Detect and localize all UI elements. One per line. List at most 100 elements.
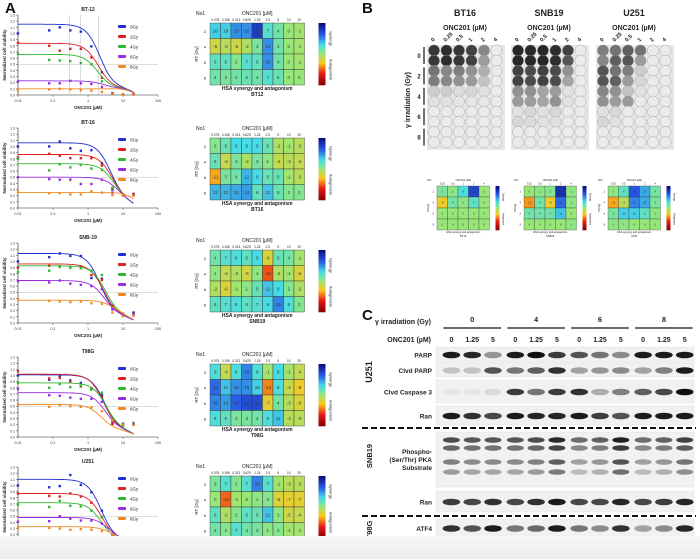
- drug-label: ONC201 (µM): [387, 337, 431, 344]
- blot-band: [463, 412, 482, 420]
- well: [562, 95, 574, 108]
- heatmap-row-label: 2: [204, 482, 207, 487]
- well: [634, 116, 647, 128]
- well: [574, 54, 587, 67]
- heatmap-cell-value: 4: [287, 256, 290, 261]
- blot-band: [463, 351, 482, 359]
- y-tick-label: 1.1: [10, 139, 15, 143]
- well: [465, 44, 478, 57]
- well: [562, 65, 574, 77]
- heatmap-cell-value: 16: [255, 482, 261, 487]
- well: [647, 95, 659, 108]
- x-axis-label: ONC201 (µM): [74, 447, 103, 452]
- data-point: [69, 405, 72, 408]
- data-point: [90, 190, 93, 193]
- data-point: [132, 423, 135, 426]
- well: [453, 126, 465, 138]
- blot-band: [675, 525, 694, 532]
- heatmap-cell-value: -1: [287, 144, 291, 149]
- colorbar-segment: [318, 24, 326, 27]
- data-point: [90, 182, 93, 186]
- heatmap-row-label: 4: [204, 271, 207, 276]
- well: [524, 85, 537, 98]
- mini-heatmap-cell-value: 8: [462, 190, 464, 194]
- heatmap-cell: [293, 410, 305, 427]
- data-point: [16, 80, 20, 83]
- heatmap-cell-value: 8: [266, 416, 269, 421]
- mini-colorbar-segment: [666, 210, 671, 213]
- data-point: [16, 270, 20, 274]
- colorbar-segment: [318, 64, 326, 67]
- heatmap-cell-value: 4: [277, 60, 280, 65]
- blot-band: [655, 445, 673, 451]
- y-tick-label: 0.2: [10, 81, 15, 85]
- mini-colorbar-segment: [666, 218, 671, 221]
- y-axis-label: Normalized cell viability: [2, 371, 7, 423]
- blot-band: [548, 469, 566, 475]
- blot-band: [570, 525, 588, 532]
- heatmap-cell-value: -1: [287, 271, 291, 276]
- legend-swatch: [118, 273, 126, 276]
- data-point: [79, 384, 83, 388]
- mini-colorbar-segment: [582, 202, 587, 204]
- heatmap-cell-value: 6: [245, 256, 248, 261]
- legend-swatch: [118, 293, 126, 296]
- data-point: [58, 376, 61, 380]
- heatmap-cell-value: -1: [287, 175, 291, 180]
- mini-colorbar-segment: [582, 193, 587, 196]
- mini-colorbar-segment: [582, 191, 587, 194]
- mini-heatmap-corner: No1: [514, 179, 519, 182]
- legend-label: 0Gy: [130, 367, 139, 372]
- dose-label: 1.25: [529, 337, 543, 344]
- dose-response-plot: U2510.00.10.20.30.40.50.60.70.80.91.01.1…: [2, 459, 161, 559]
- heatmap-column-label: 0.313: [232, 471, 240, 475]
- legend-swatch: [118, 253, 126, 256]
- colorbar-segment: [318, 192, 326, 195]
- data-point: [58, 279, 61, 282]
- mini-heatmap-y-title: RT [Gy]: [514, 203, 517, 212]
- well: [549, 44, 562, 57]
- mini-colorbar-segment: [666, 202, 671, 204]
- colorbar-segment: [318, 155, 326, 157]
- colorbar-segment: [318, 33, 326, 36]
- colorbar-segment: [318, 390, 326, 393]
- mini-heatmap-cell-value: 0: [528, 223, 530, 227]
- mini-heatmap-cell-value: 10: [633, 212, 637, 216]
- fit-curve: [18, 280, 134, 321]
- heatmap-cell-value: 4: [277, 401, 280, 406]
- y-tick-label: 0.0: [10, 436, 15, 440]
- data-point: [16, 156, 20, 159]
- data-point: [132, 314, 135, 317]
- well: [597, 105, 609, 118]
- data-point: [90, 63, 93, 66]
- heatmap-row-label: 4: [204, 497, 207, 502]
- data-point: [111, 186, 114, 189]
- legend-label: 6Gy: [130, 55, 139, 60]
- well: [537, 95, 549, 108]
- colorbar-bottom-label: Antagonism: [329, 512, 334, 534]
- blot-band: [634, 469, 652, 475]
- well: [512, 44, 524, 57]
- colorbar-segment: [318, 61, 326, 64]
- heatmap-column-label: 5: [277, 471, 279, 475]
- data-point: [111, 308, 114, 311]
- data-point: [100, 278, 104, 282]
- heatmap-cell-value: 7: [224, 302, 227, 307]
- blot-band: [527, 367, 545, 374]
- colorbar-segment: [318, 402, 326, 405]
- blot-band: [548, 351, 566, 359]
- blot-band: [463, 459, 481, 465]
- heatmap-cell-value: 1: [266, 159, 269, 164]
- colorbar-segment: [318, 301, 326, 303]
- mini-colorbar-top-label: Synergy: [673, 193, 676, 202]
- plate-dose-label: 0.5: [455, 34, 465, 44]
- colorbar-segment: [318, 30, 326, 33]
- well: [562, 54, 574, 67]
- colorbar-segment: [318, 144, 326, 147]
- data-point: [16, 484, 20, 487]
- mini-heatmap-cell-line: SNB19: [546, 234, 555, 238]
- data-point: [79, 254, 83, 258]
- data-point: [58, 527, 61, 530]
- mini-heatmap-title: HSA synergy and antagonism: [446, 230, 480, 234]
- colorbar-segment: [318, 488, 326, 491]
